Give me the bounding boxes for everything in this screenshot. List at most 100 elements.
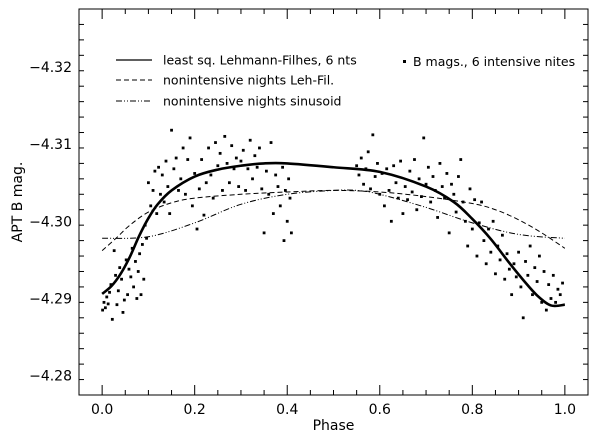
data-point: [494, 272, 497, 276]
x-tick-label: 0.8: [461, 402, 483, 418]
data-point: [174, 156, 178, 160]
data-point: [105, 295, 109, 299]
data-point: [138, 252, 142, 256]
data-point: [484, 262, 488, 266]
data-point: [160, 173, 164, 177]
data-point: [540, 300, 544, 304]
data-point: [362, 182, 365, 186]
data-point: [190, 204, 194, 208]
data-point: [145, 236, 148, 240]
data-point: [122, 298, 126, 302]
y-tick-label: −4.32: [29, 60, 72, 76]
data-point: [232, 167, 236, 171]
data-point: [234, 156, 238, 160]
data-point: [489, 250, 493, 254]
data-point: [164, 159, 168, 163]
data-point: [463, 219, 467, 223]
x-tick-label: 1.0: [554, 402, 576, 418]
data-point: [134, 260, 137, 263]
data-point: [288, 196, 292, 200]
x-tick-labels: 0.0 0.2 0.4 0.6 0.8 1.0: [91, 402, 576, 418]
data-point: [255, 165, 259, 169]
series-line-dashed: [101, 189, 566, 252]
data-point: [214, 141, 217, 144]
data-point: [482, 239, 486, 242]
fit-curves: [101, 161, 566, 308]
data-point: [380, 172, 384, 175]
data-point: [269, 141, 273, 144]
data-point: [130, 246, 134, 250]
data-point: [126, 293, 129, 297]
data-point: [355, 164, 359, 168]
x-axis-label: Phase: [313, 418, 355, 434]
data-point: [429, 200, 433, 204]
data-point: [147, 181, 150, 185]
data-point: [106, 302, 110, 306]
data-point: [132, 285, 135, 289]
y-tick-label: −4.28: [29, 369, 72, 385]
data-point: [120, 277, 123, 281]
x-tick-label: 0.0: [91, 402, 113, 418]
data-point: [517, 250, 520, 254]
data-point: [265, 169, 268, 173]
data-point: [551, 273, 555, 277]
data-point: [378, 192, 382, 196]
data-point: [558, 293, 562, 297]
data-point: [124, 258, 128, 262]
data-point: [103, 306, 107, 310]
data-point: [108, 290, 111, 294]
data-point: [535, 280, 539, 283]
data-point: [109, 283, 113, 286]
y-tick-label: −4.31: [29, 137, 72, 153]
data-point: [181, 146, 185, 150]
axis-ticks: [79, 8, 588, 396]
legend-point-marker: [403, 60, 406, 63]
data-point: [177, 189, 180, 192]
data-point: [436, 216, 440, 219]
data-point: [197, 187, 201, 191]
data-point: [149, 204, 153, 208]
data-point: [383, 204, 386, 208]
data-point: [366, 150, 370, 154]
data-point: [162, 200, 166, 204]
x-tick-label: 0.4: [276, 402, 298, 418]
data-point: [519, 285, 523, 289]
data-points: [101, 128, 564, 321]
data-point: [473, 198, 477, 202]
data-point: [359, 156, 363, 160]
data-point: [420, 195, 423, 198]
data-point: [396, 196, 400, 200]
data-point: [445, 172, 449, 175]
data-point: [528, 244, 532, 248]
data-point: [253, 154, 257, 158]
data-point: [239, 159, 243, 163]
data-point: [376, 162, 379, 165]
data-point: [424, 182, 428, 186]
data-point: [260, 187, 264, 191]
data-point: [554, 300, 558, 304]
data-point: [116, 289, 120, 293]
data-point: [244, 189, 247, 192]
data-point: [510, 293, 514, 297]
data-point: [184, 192, 187, 196]
data-point: [129, 275, 133, 279]
data-point: [155, 212, 159, 215]
data-point: [533, 266, 537, 270]
data-point: [470, 227, 474, 231]
data-point: [431, 175, 435, 178]
legend-label-dashdot: nonintensive nights sinusoid: [163, 94, 342, 109]
data-point: [193, 172, 197, 175]
data-point: [188, 136, 192, 140]
data-point: [142, 277, 146, 281]
data-point: [204, 181, 208, 185]
data-point: [549, 297, 553, 300]
data-point: [373, 175, 377, 178]
data-point: [114, 273, 117, 277]
data-point: [394, 181, 398, 185]
data-point: [218, 151, 222, 155]
data-point: [526, 273, 530, 277]
data-point: [433, 189, 437, 192]
data-point: [521, 316, 525, 320]
data-point: [443, 196, 446, 200]
data-point: [503, 277, 507, 281]
